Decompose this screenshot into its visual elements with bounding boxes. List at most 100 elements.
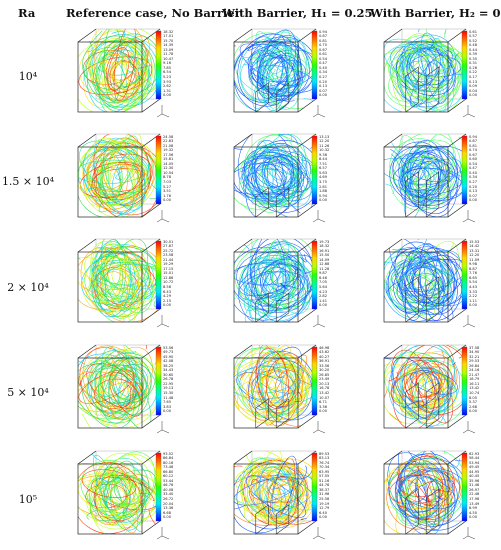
colorbar-tick-label: 70.34 xyxy=(319,465,330,470)
colorbar-tick-label: 10.74 xyxy=(469,390,480,395)
colorbar-tick-labels: 18.32 17.01 15.70 14.39 13.09 11.78 10.47 9.16 7… xyxy=(163,30,173,98)
colorbar-tick-label: 53.94 xyxy=(469,460,480,465)
streamline-panel: 46.98 43.62 40.27 36.91 33.56 30.20 26.85 23.49… xyxy=(222,340,344,436)
colorbar-tick-label: 12.86 xyxy=(163,275,174,280)
colorbar-tick-label: 0.13 xyxy=(319,84,328,89)
colorbar-tick-label: 0.47 xyxy=(319,61,328,66)
colorbar-tick-label: 22.83 xyxy=(163,139,174,144)
colorbar-tick-label: 13.36 xyxy=(163,506,174,511)
colorbar-tick-label: 13.13 xyxy=(319,134,330,139)
colorbar-tick-label: 0.00 xyxy=(319,303,328,308)
colorbar-tick-label: 12.68 xyxy=(319,262,330,267)
colorbar-tick-label: 60.12 xyxy=(163,474,174,479)
colorbar-tick-label: 4.23 xyxy=(319,289,328,294)
streamline-cube-plot xyxy=(66,24,188,120)
ra-column-header: Ra xyxy=(18,6,36,20)
streamline-panel: 53.56 49.73 45.90 42.08 38.25 34.43 30.60 26.78… xyxy=(66,340,188,436)
colorbar-tick-label: 0.00 xyxy=(319,515,328,520)
colorbar-tick-label: 13.49 xyxy=(469,501,480,506)
colorbar-tick-label: 0.00 xyxy=(163,515,172,520)
colorbar-tick-label: 7.03 xyxy=(163,179,172,184)
streamline-cube-plot xyxy=(372,446,494,542)
colorbar-tick-label: 0.81 xyxy=(469,143,478,148)
colorbar-tick-label: 6.71 xyxy=(319,400,328,405)
colorbar-tick-label: 14.42 xyxy=(469,244,480,249)
colorbar-tick-labels: 89.53 83.13 76.74 70.34 63.95 57.55 51.16 44.76… xyxy=(319,452,329,520)
streamline-cube-plot xyxy=(372,234,494,330)
colorbar-tick-label: 32.21 xyxy=(469,354,480,359)
colorbar-tick-labels: 19.73 18.32 16.91 15.50 14.09 12.68 11.28 9.87 8… xyxy=(319,240,329,308)
colorbar-tick-label: 3.36 xyxy=(319,404,328,409)
colorbar-tick-label: 8.46 xyxy=(319,275,328,280)
colorbar-tick-label: 0.00 xyxy=(163,93,172,98)
colorbar-tick-label: 2.81 xyxy=(319,184,328,189)
colorbar-tick-label: 0.54 xyxy=(319,56,328,61)
colorbar-tick-label: 44.95 xyxy=(469,469,480,474)
colorbar-tick-label: 49.45 xyxy=(469,465,480,470)
colorbar-tick-label: 43.62 xyxy=(319,350,330,355)
colorbar-tick-label: 0.54 xyxy=(469,161,478,166)
ra-row-label: 10⁴ xyxy=(18,70,38,83)
colorbar-tick-label: 14.39 xyxy=(163,43,174,48)
streamline-cube-plot xyxy=(66,129,188,225)
colorbar-tick-labels: 37.58 34.90 32.21 29.53 26.84 24.16 21.47 18.79… xyxy=(469,346,479,414)
colorbar-tick-label: 20.13 xyxy=(319,381,330,386)
colorbar-tick-label: 14.09 xyxy=(319,257,330,262)
colorbar-tick-label: 0.52 xyxy=(469,38,478,43)
colorbar-tick-label: 76.74 xyxy=(319,460,330,465)
colorbar-tick-label: 19.73 xyxy=(319,239,330,244)
colorbar-tick-label: 0.00 xyxy=(163,409,172,414)
colorbar-tick-label: 15.81 xyxy=(163,157,174,162)
colorbar-tick-label: 24.16 xyxy=(469,368,480,373)
colorbar-tick-label: 25.72 xyxy=(163,248,174,253)
colorbar-tick-label: 31.46 xyxy=(469,483,480,488)
streamline-panel: 37.58 34.90 32.21 29.53 26.84 24.16 21.47 18.79… xyxy=(372,340,494,436)
colorbar-tick-label: 51.16 xyxy=(319,478,330,483)
colorbar-tick-label: 13.42 xyxy=(469,386,480,391)
colorbar-tick-label: 0.17 xyxy=(469,74,478,79)
colorbar-tick-label: 22.95 xyxy=(163,381,174,386)
colorbar-tick-label: 0.00 xyxy=(163,303,172,308)
colorbar-tick-label: 15.53 xyxy=(469,239,480,244)
colorbar-tick-label: 17.15 xyxy=(163,266,174,271)
colorbar-tick-label: 12.20 xyxy=(469,253,480,258)
colorbar-tick-label: 0.94 xyxy=(319,29,328,34)
colorbar-tick-label: 80.16 xyxy=(163,460,174,465)
colorbar-tick-labels: 0.94 0.87 0.81 0.74 0.67 0.60 0.54 0.47 0.40 0.34… xyxy=(469,135,477,203)
colorbar-tick-label: 3.83 xyxy=(163,404,172,409)
colorbar-tick-label: 4.29 xyxy=(163,294,172,299)
colorbar-tick-label: 11.48 xyxy=(163,395,174,400)
streamline-panel: 93.52 86.84 80.16 73.48 66.80 60.12 53.44 46.76… xyxy=(66,446,188,542)
colorbar-tick-labels: 93.52 86.84 80.16 73.48 66.80 60.12 53.44 46.76… xyxy=(163,452,173,520)
colorbar-tick-label: 49.73 xyxy=(163,350,174,355)
colorbar-tick-label: 0.87 xyxy=(469,139,478,144)
colorbar-tick-label: 19.19 xyxy=(319,501,330,506)
streamline-panel: 15.53 14.42 13.31 12.20 11.09 9.98 8.87 7.76 6.6… xyxy=(372,234,494,330)
colorbar-tick-label: 33.40 xyxy=(163,492,174,497)
streamline-panel: 89.53 83.13 76.74 70.34 63.95 57.55 51.16 44.76… xyxy=(222,446,344,542)
colorbar-tick-label: 9.16 xyxy=(163,61,172,66)
colorbar-tick-label: 40.45 xyxy=(469,474,480,479)
colorbar-tick-label: 12.79 xyxy=(319,506,330,511)
colorbar-tick-label: 18.32 xyxy=(163,29,174,34)
streamline-cube-plot xyxy=(372,340,494,436)
colorbar-tick-label: 0.13 xyxy=(469,79,478,84)
colorbar-tick-label: 0.27 xyxy=(319,74,328,79)
colorbar-tick-label: 9.98 xyxy=(469,262,478,267)
colorbar-tick-label: 42.08 xyxy=(163,359,174,364)
colorbar-tick-label: 2.82 xyxy=(319,294,328,299)
colorbar-tick-label: 20.04 xyxy=(163,501,174,506)
colorbar-tick-label: 12.20 xyxy=(319,139,330,144)
colorbar-tick-label: 6.54 xyxy=(163,70,172,75)
streamline-cube-plot xyxy=(372,129,494,225)
colorbar-tick-label: 58.44 xyxy=(469,456,480,461)
colorbar-tick-label: 5.63 xyxy=(319,170,328,175)
colorbar-tick-label: 15.01 xyxy=(163,271,174,276)
colorbar-tick-labels: 13.13 12.20 11.26 10.32 9.38 8.44 7.51 6.57 5.63… xyxy=(319,135,329,203)
colorbar-tick-label: 15.30 xyxy=(163,390,174,395)
streamline-panel: 0.94 0.87 0.81 0.74 0.67 0.60 0.54 0.47 0.40 0.34… xyxy=(372,129,494,225)
colorbar-tick-label: 29.53 xyxy=(469,359,480,364)
colorbar-tick-label: 16.91 xyxy=(319,248,330,253)
colorbar-tick-label: 8.05 xyxy=(469,395,478,400)
colorbar-tick-label: 11.28 xyxy=(319,266,330,271)
